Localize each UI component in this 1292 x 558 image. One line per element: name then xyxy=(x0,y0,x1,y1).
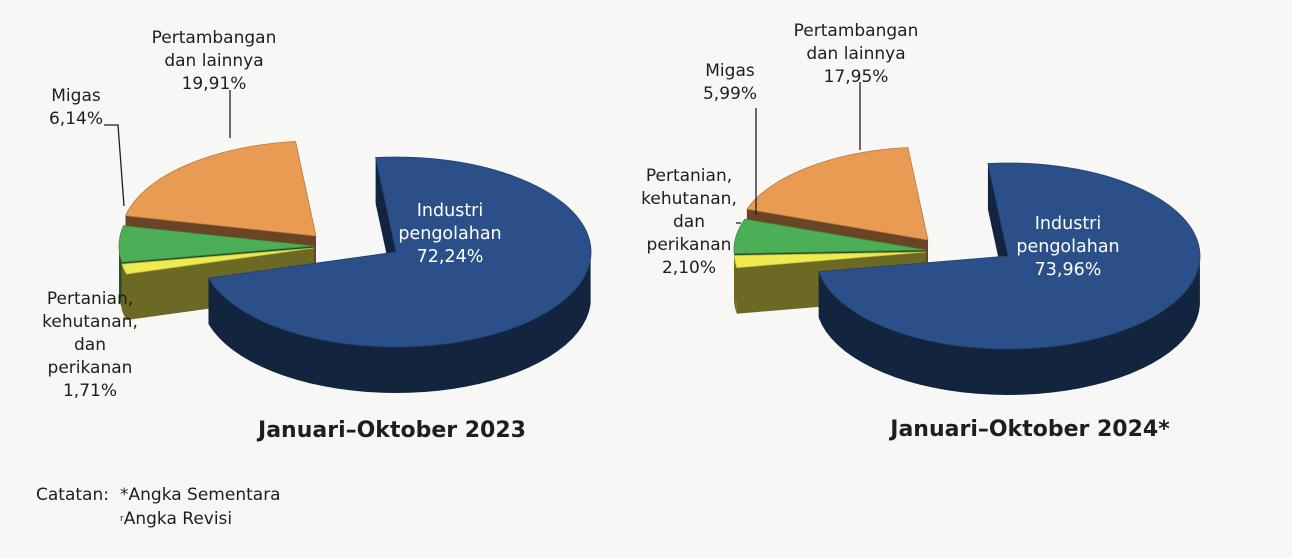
pie-chart-2023 xyxy=(104,90,592,393)
label-pertanian-2024: Pertanian, kehutanan, dan perikanan 2,10… xyxy=(641,166,737,278)
footnote-line-1: *Angka Sementara xyxy=(120,485,281,505)
footnote-revision-mark: r xyxy=(120,514,124,524)
chart-title-2024: Januari–Oktober 2024* xyxy=(890,417,1170,442)
label-migas-2023: Migas 6,14% xyxy=(48,86,104,129)
slice-top xyxy=(207,156,592,348)
slice-side xyxy=(734,255,737,314)
label-industri-2023: Industri pengolahan 72,24% xyxy=(398,201,502,267)
label-pertambangan-2024: Pertambangan dan lainnya 17,95% xyxy=(793,21,919,87)
pie-chart-2024 xyxy=(733,82,1201,395)
slice-side xyxy=(121,264,127,321)
label-pertanian-2023: Pertanian, kehutanan, dan perikanan 1,71… xyxy=(42,289,138,401)
label-industri-2024: Industri pengolahan 73,96% xyxy=(1016,214,1120,280)
chart-2024: Industri pengolahan 73,96% Pertanian, ke… xyxy=(634,10,1254,460)
footnote-label: Catatan: xyxy=(36,485,109,505)
label-pertambangan-2023: Pertambangan dan lainnya 19,91% xyxy=(151,28,277,94)
slice-top xyxy=(121,247,315,275)
leader-line-migas xyxy=(104,124,125,207)
slice-top xyxy=(733,251,927,269)
slice-side xyxy=(818,258,1200,395)
label-migas-2024: Migas 5,99% xyxy=(702,61,758,104)
slice-top xyxy=(733,218,927,254)
slice-top xyxy=(118,225,315,263)
slice-side xyxy=(208,258,591,393)
chart-2023: Industri pengolahan 72,24% Pertanian, ke… xyxy=(8,10,628,460)
footnote: Catatan: *Angka Sementara rAngka Revisi xyxy=(36,483,281,531)
slice-industri xyxy=(818,162,1201,395)
chart-title-2023: Januari–Oktober 2023 xyxy=(258,418,526,443)
footnote-line-2: rAngka Revisi xyxy=(120,509,233,529)
slice-top xyxy=(818,162,1201,350)
slice-top xyxy=(124,141,317,237)
slice-top xyxy=(746,147,929,241)
slice-industri xyxy=(207,156,592,393)
slice-side xyxy=(119,246,122,309)
